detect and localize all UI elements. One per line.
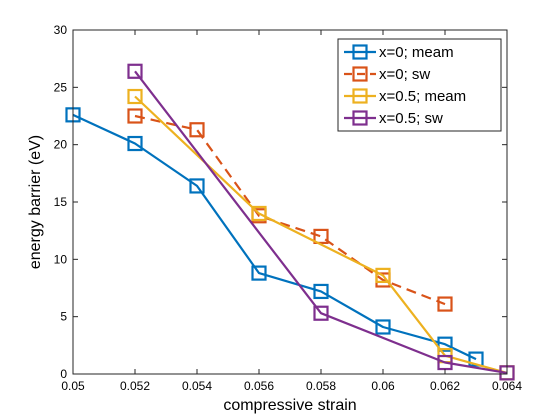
x-tick-label: 0.06: [371, 379, 395, 393]
x-tick-label: 0.058: [306, 379, 336, 393]
legend-box: [337, 38, 502, 132]
x-tick-label: 0.064: [492, 379, 522, 393]
legend-entry-label: x=0.5; meam: [379, 88, 466, 105]
legend-entry-label: x=0.5; sw: [379, 110, 443, 127]
x-tick-label: 0.054: [182, 379, 212, 393]
data-point-marker: [437, 296, 453, 312]
data-point-marker: [127, 88, 143, 105]
data-point-marker: [375, 319, 391, 335]
data-point-marker: [437, 336, 453, 352]
data-point-marker: [127, 135, 143, 152]
data-point-marker: [251, 205, 267, 222]
data-point-marker: [375, 267, 391, 283]
series-line: [134, 70, 508, 374]
x-tick-label: 0.05: [61, 379, 85, 393]
x-tick-label: 0.062: [430, 379, 460, 393]
series-4: [127, 63, 515, 381]
data-point-marker: [189, 178, 205, 194]
legend-entry-label: x=0; sw: [379, 66, 430, 83]
x-tick-label: 0.052: [120, 379, 150, 393]
y-tick-label: 20: [54, 138, 68, 152]
data-point-marker: [313, 228, 329, 244]
legend-marker: [352, 110, 368, 126]
data-point-marker: [313, 283, 329, 300]
data-point-marker: [189, 122, 205, 138]
y-tick-label: 5: [60, 310, 67, 324]
data-point-marker: [127, 108, 143, 124]
y-tick-label: 30: [54, 23, 68, 37]
axes: 0.05 0.052 0.054 0.056 0.058 0.06 0.062 0.064 0 5…: [54, 23, 523, 393]
data-point-marker: [251, 265, 267, 281]
legend-marker: [352, 88, 368, 104]
data-point-marker: [127, 63, 143, 79]
y-tick-label: 0: [60, 367, 67, 381]
data-point-marker: [313, 305, 329, 321]
y-tick-label: 10: [54, 252, 68, 266]
y-axis-label: energy barrier (eV): [27, 135, 44, 269]
data-point-marker: [468, 351, 484, 367]
legend-marker: [352, 66, 368, 82]
series-line: [134, 95, 508, 374]
legend-entry-label: x=0; meam: [379, 44, 454, 61]
x-axis-label: compressive strain: [223, 397, 356, 414]
y-tick-label: 25: [54, 80, 68, 94]
series-line: [134, 114, 446, 306]
x-tick-label: 0.056: [244, 379, 274, 393]
legend: x=0; meam x=0; sw x=0.5; meam x=0.5; sw: [337, 38, 502, 132]
y-tick-label: 15: [54, 195, 68, 209]
legend-marker: [352, 44, 368, 60]
